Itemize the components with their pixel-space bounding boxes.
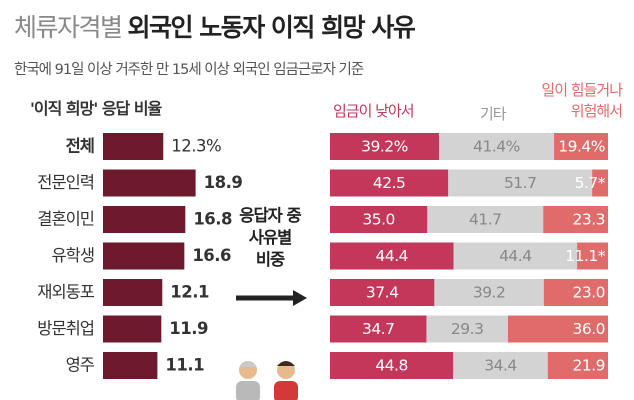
segment-other <box>427 206 544 233</box>
segment-other-label: 41.4% <box>473 138 520 156</box>
category-label: 전문인력 <box>37 173 94 192</box>
segment-hard-dangerous-label: 11.1* <box>565 247 606 265</box>
category-label: 재외동포 <box>37 283 95 302</box>
bar-rate <box>103 279 163 306</box>
page-subtitle: 한국에 91일 이상 거주한 만 15세 이상 외국인 임금근로자 기준 <box>14 62 364 78</box>
category-label: 전체 <box>66 137 94 156</box>
segment-other-label: 39.2 <box>473 284 506 302</box>
bar-rate-label: 12.3% <box>171 137 221 156</box>
segment-hard-dangerous <box>577 242 608 270</box>
segment-low-wage <box>330 169 449 197</box>
bar-rate-label: 11.9 <box>169 319 208 338</box>
segment-other-label: 41.7 <box>469 211 502 229</box>
segment-low-wage-label: 35.0 <box>362 211 395 229</box>
segment-low-wage-label: 34.7 <box>362 320 395 338</box>
segment-hard-dangerous-label: 19.4% <box>558 138 605 156</box>
bar-rate <box>103 206 186 233</box>
segment-low-wage <box>330 279 435 306</box>
segment-low-wage <box>330 315 427 343</box>
segment-other-label: 44.4 <box>499 247 532 265</box>
title-bold: 외국인 노동자 이직 희망 사유 <box>127 13 416 42</box>
category-label: 결혼이민 <box>37 210 94 229</box>
segment-other <box>438 133 555 160</box>
title-light: 체류자격별 <box>14 13 123 42</box>
bar-rate-label: 18.9 <box>204 173 243 192</box>
segment-hard-dangerous-label: 23.0 <box>572 284 605 302</box>
segment-other <box>426 315 508 343</box>
segment-hard-dangerous-label: 5.7* <box>575 174 606 192</box>
middle-label: 응답자 중 사유별 비중 <box>239 206 301 269</box>
bar-rate <box>103 169 196 197</box>
segment-other <box>453 242 578 270</box>
segment-hard-dangerous-label: 23.3 <box>572 211 605 229</box>
segment-other <box>448 169 593 197</box>
bar-rate <box>103 315 162 343</box>
category-label: 영주 <box>66 356 95 375</box>
segment-other-label: 34.4 <box>484 357 517 375</box>
bar-rate <box>103 352 158 379</box>
bar-rate <box>103 133 164 160</box>
category-label: 방문취업 <box>37 319 94 338</box>
page-title: 체류자격별 외국인 노동자 이직 희망 사유 <box>14 8 624 44</box>
arrow-head-icon <box>293 290 307 306</box>
category-label: 유학생 <box>51 246 94 265</box>
segment-hard-dangerous <box>547 352 608 379</box>
segment-hard-dangerous-label: 36.0 <box>572 320 605 338</box>
segment-low-wage-label: 42.5 <box>373 174 406 192</box>
bar-rate <box>103 242 185 270</box>
legend-hard-dangerous: 일이 힘들거나 위험해서 <box>541 81 623 120</box>
bar-rate-label: 12.1 <box>170 283 209 302</box>
segment-other-label: 29.3 <box>451 320 484 338</box>
bar-rate-label: 16.8 <box>193 210 232 229</box>
workers-illustration-icon <box>236 361 298 400</box>
segment-low-wage-label: 39.2% <box>361 138 408 156</box>
left-chart-title: '이직 희망' 응답 비율 <box>30 99 162 118</box>
bar-rate-label: 11.1 <box>165 356 204 375</box>
segment-hard-dangerous <box>554 133 608 160</box>
segment-hard-dangerous <box>592 169 608 197</box>
segment-low-wage <box>330 352 454 379</box>
bar-rate-label: 16.6 <box>192 246 231 265</box>
segment-low-wage-label: 44.4 <box>376 247 409 265</box>
legend-other: 기타 <box>480 105 507 123</box>
segment-other <box>434 279 544 306</box>
segment-low-wage <box>330 206 428 233</box>
segment-other-label: 51.7 <box>504 174 537 192</box>
segment-hard-dangerous <box>543 206 608 233</box>
segment-hard-dangerous <box>543 279 608 306</box>
legend-low-wage: 임금이 낮아서 <box>333 102 415 120</box>
segment-low-wage <box>330 242 454 270</box>
segment-other <box>453 352 548 379</box>
segment-hard-dangerous-label: 21.9 <box>572 357 605 375</box>
segment-low-wage-label: 44.8 <box>375 357 408 375</box>
segment-low-wage-label: 37.4 <box>366 284 399 302</box>
segment-hard-dangerous <box>507 315 608 343</box>
segment-low-wage <box>330 133 439 160</box>
